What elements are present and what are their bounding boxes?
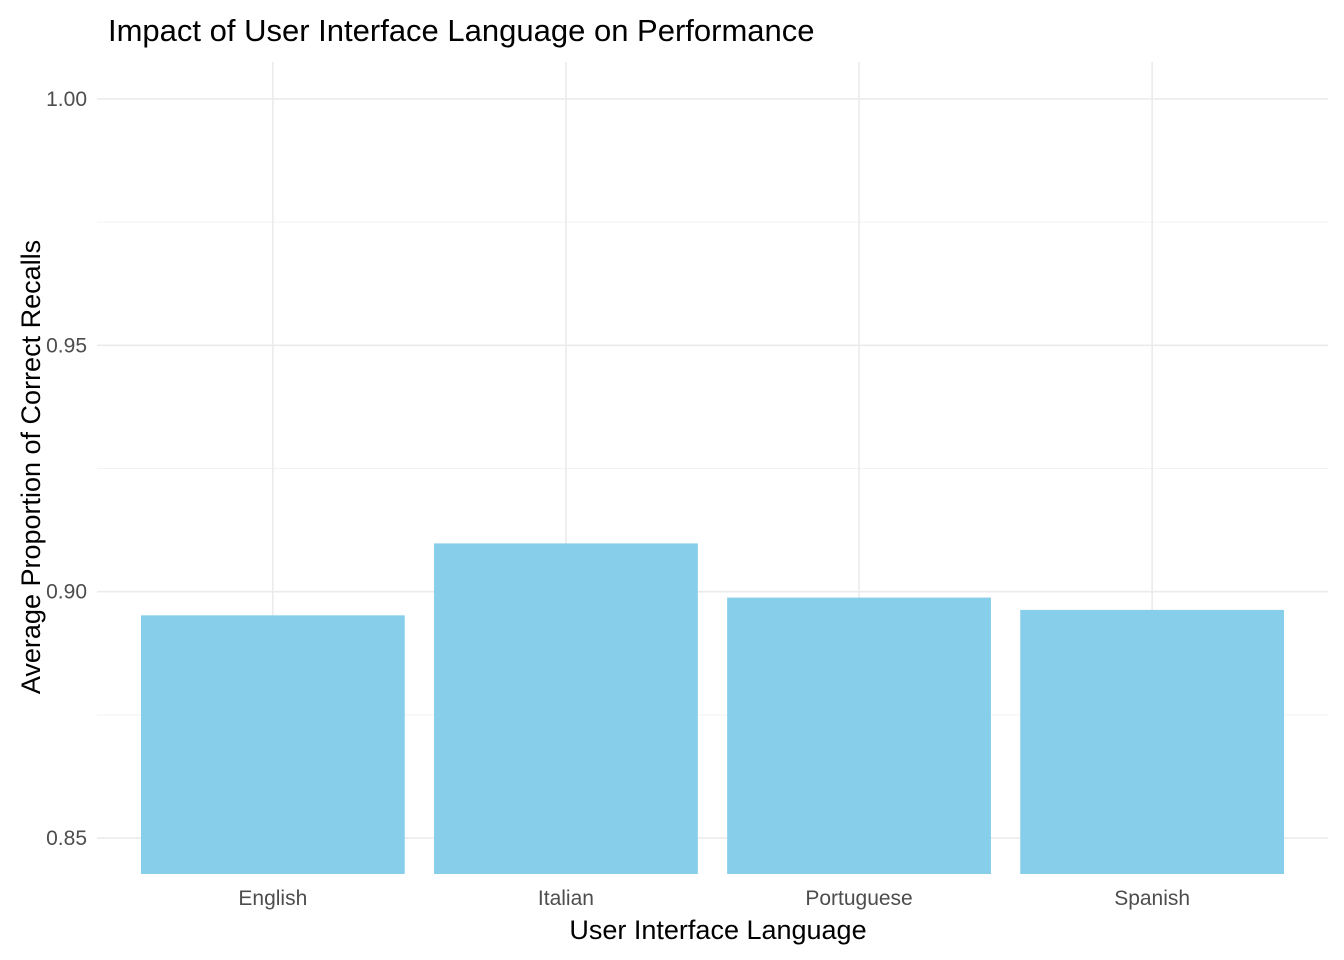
x-tick-label: Portuguese	[805, 887, 912, 910]
x-tick-label: Italian	[538, 887, 594, 910]
y-tick-label: 1.00	[46, 88, 87, 111]
bar-portuguese	[727, 597, 991, 874]
x-axis-ticks: English Italian Portuguese Spanish	[238, 887, 1190, 910]
bar-italian	[434, 543, 698, 874]
chart-title: Impact of User Interface Language on Per…	[108, 13, 815, 48]
y-tick-label: 0.95	[46, 334, 87, 357]
y-axis-title: Average Proportion of Correct Recalls	[16, 240, 46, 694]
y-axis-ticks: 0.85 0.90 0.95 1.00	[46, 88, 87, 850]
bar-english	[140, 615, 405, 874]
y-tick-label: 0.85	[46, 827, 87, 850]
y-tick-label: 0.90	[46, 581, 87, 604]
bars	[140, 543, 1285, 874]
bar-spanish	[1020, 609, 1285, 874]
x-axis-title: User Interface Language	[569, 915, 866, 945]
x-tick-label: English	[238, 887, 307, 910]
x-tick-label: Spanish	[1114, 887, 1190, 910]
